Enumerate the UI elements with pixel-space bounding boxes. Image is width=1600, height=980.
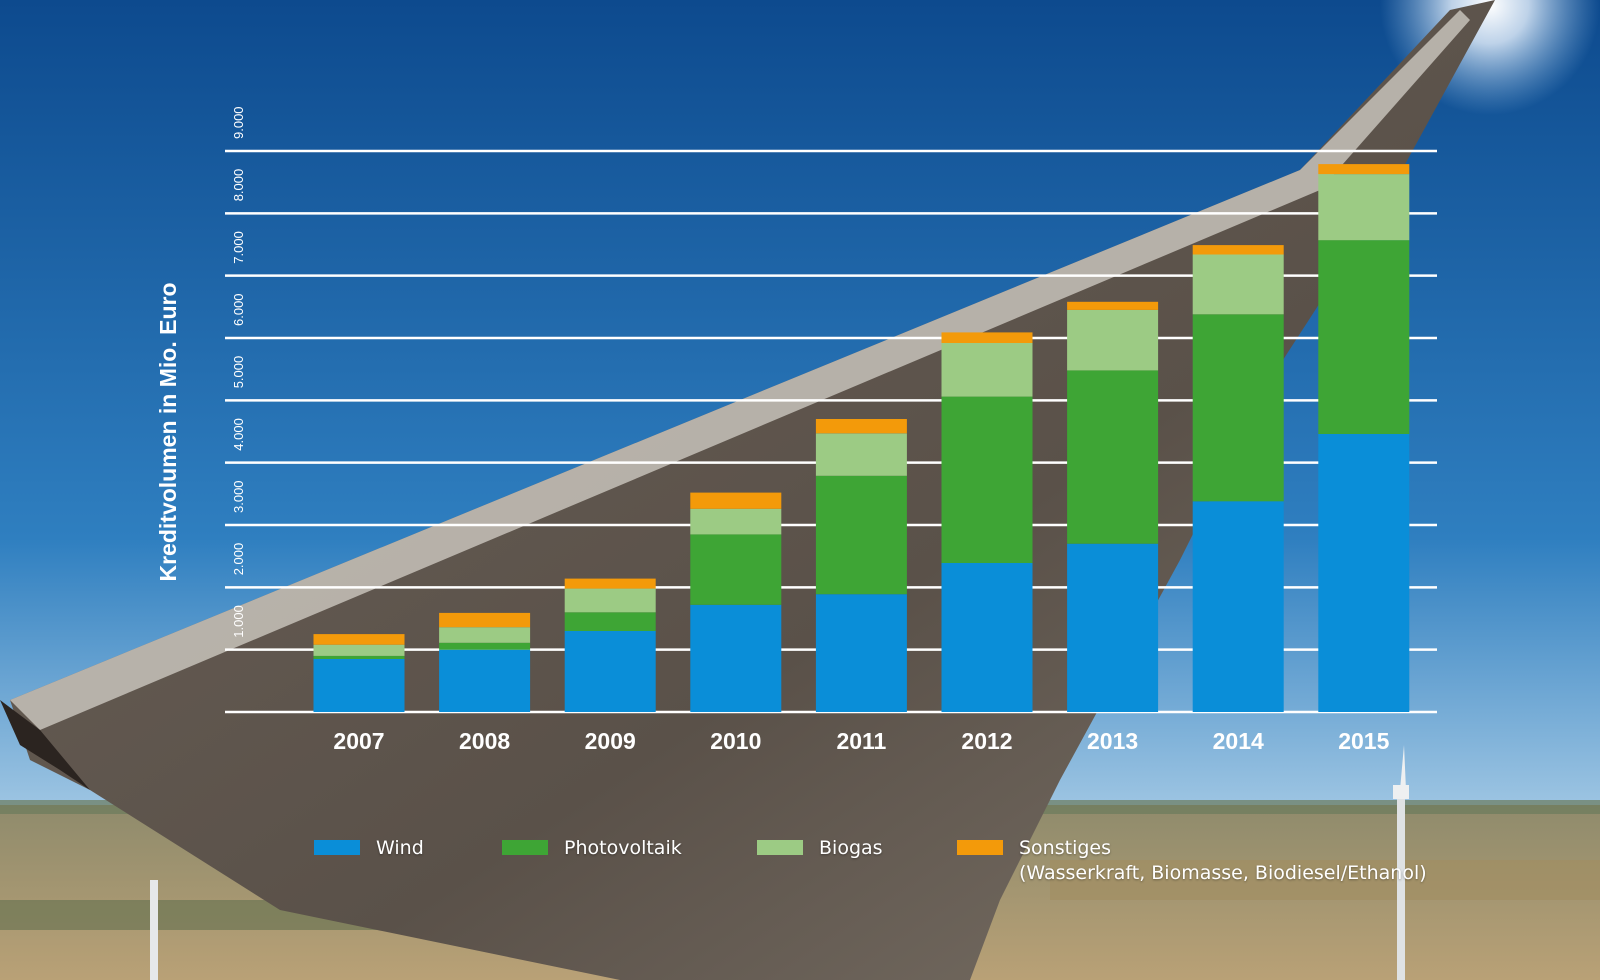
y-tick-label: 6.000 bbox=[231, 293, 246, 326]
y-tick-labels: 1.000 2.000 3.000 4.000 5.000 6.000 7.000 8.000… bbox=[231, 106, 246, 637]
x-tick-label: 2013 bbox=[1087, 728, 1138, 754]
bar-segment-sonstiges bbox=[313, 634, 405, 645]
bar-segment-photovoltaik bbox=[564, 612, 656, 631]
legend-label-biogas: Biogas bbox=[819, 837, 883, 859]
y-axis-label: Kreditvolumen in Mio. Euro bbox=[155, 282, 181, 581]
bar-segment-sonstiges bbox=[815, 419, 907, 434]
y-tick-label: 3.000 bbox=[231, 480, 246, 513]
bar-segment-sonstiges bbox=[439, 612, 531, 628]
legend-swatch-biogas bbox=[757, 840, 803, 855]
legend-item-sonstiges: Sonstiges (Wasserkraft, Biomasse, Biodie… bbox=[957, 836, 1427, 886]
y-tick-label: 5.000 bbox=[231, 356, 246, 389]
bar-segment-sonstiges bbox=[564, 578, 656, 589]
bar-segment-biogas bbox=[564, 588, 656, 613]
bar-segment-biogas bbox=[690, 508, 782, 535]
legend-label-photovoltaik: Photovoltaik bbox=[564, 837, 682, 859]
bars bbox=[313, 164, 1410, 712]
bar-segment-wind bbox=[815, 594, 907, 712]
x-tick-label: 2007 bbox=[333, 728, 384, 754]
x-tick-labels: 2007 2008 2009 2010 2011 2012 2013 2014 2015 bbox=[333, 728, 1389, 754]
y-tick-label: 7.000 bbox=[231, 231, 246, 264]
y-tick-label: 9.000 bbox=[231, 106, 246, 139]
bar-segment-photovoltaik bbox=[941, 396, 1033, 563]
bar-segment-wind bbox=[690, 604, 782, 712]
x-tick-label: 2014 bbox=[1213, 728, 1264, 754]
legend-note-sonstiges: (Wasserkraft, Biomasse, Biodiesel/Ethano… bbox=[1019, 862, 1427, 884]
bar-segment-sonstiges bbox=[1067, 301, 1159, 310]
legend-label-sonstiges: Sonstiges bbox=[1019, 837, 1112, 859]
bar-segment-biogas bbox=[439, 627, 531, 643]
bar-segment-photovoltaik bbox=[815, 475, 907, 595]
legend-label-wind: Wind bbox=[376, 837, 424, 859]
legend-item-biogas: Biogas bbox=[757, 836, 883, 861]
y-tick-label: 2.000 bbox=[231, 543, 246, 576]
legend-item-photovoltaik: Photovoltaik bbox=[502, 836, 682, 861]
bar-segment-wind bbox=[564, 631, 656, 712]
bar-segment-photovoltaik bbox=[313, 655, 405, 659]
x-tick-label: 2009 bbox=[585, 728, 636, 754]
bar-segment-photovoltaik bbox=[690, 534, 782, 605]
x-tick-label: 2015 bbox=[1338, 728, 1389, 754]
bar-segment-photovoltaik bbox=[1192, 314, 1284, 502]
bar-segment-biogas bbox=[941, 343, 1033, 397]
bar-segment-wind bbox=[941, 563, 1033, 712]
x-tick-label: 2012 bbox=[961, 728, 1012, 754]
bar-segment-biogas bbox=[1192, 254, 1284, 315]
x-tick-label: 2010 bbox=[710, 728, 761, 754]
y-tick-label: 1.000 bbox=[231, 605, 246, 638]
bar-segment-wind bbox=[1192, 501, 1284, 712]
bar-segment-sonstiges bbox=[941, 332, 1033, 343]
bar-segment-biogas bbox=[815, 433, 907, 476]
legend-swatch-wind bbox=[314, 840, 360, 855]
bar-segment-photovoltaik bbox=[439, 642, 531, 650]
bar-segment-sonstiges bbox=[1318, 164, 1410, 175]
x-tick-label: 2011 bbox=[836, 728, 886, 754]
x-tick-label: 2008 bbox=[459, 728, 510, 754]
bar-segment-photovoltaik bbox=[1318, 240, 1410, 434]
bar-segment-wind bbox=[1318, 434, 1410, 712]
y-tick-label: 8.000 bbox=[231, 169, 246, 202]
y-tick-label: 4.000 bbox=[231, 418, 246, 451]
bar-segment-sonstiges bbox=[1192, 245, 1284, 255]
bar-segment-wind bbox=[313, 659, 405, 712]
bar-segment-biogas bbox=[313, 644, 405, 656]
bar-segment-wind bbox=[1067, 543, 1159, 712]
bar-segment-photovoltaik bbox=[1067, 370, 1159, 544]
bar-segment-biogas bbox=[1067, 309, 1159, 371]
bar-segment-sonstiges bbox=[690, 492, 782, 509]
bar-segment-wind bbox=[439, 649, 531, 712]
bar-segment-biogas bbox=[1318, 174, 1410, 241]
legend-swatch-sonstiges bbox=[957, 840, 1003, 855]
legend-swatch-photovoltaik bbox=[502, 840, 548, 855]
legend-item-wind: Wind bbox=[314, 836, 424, 861]
